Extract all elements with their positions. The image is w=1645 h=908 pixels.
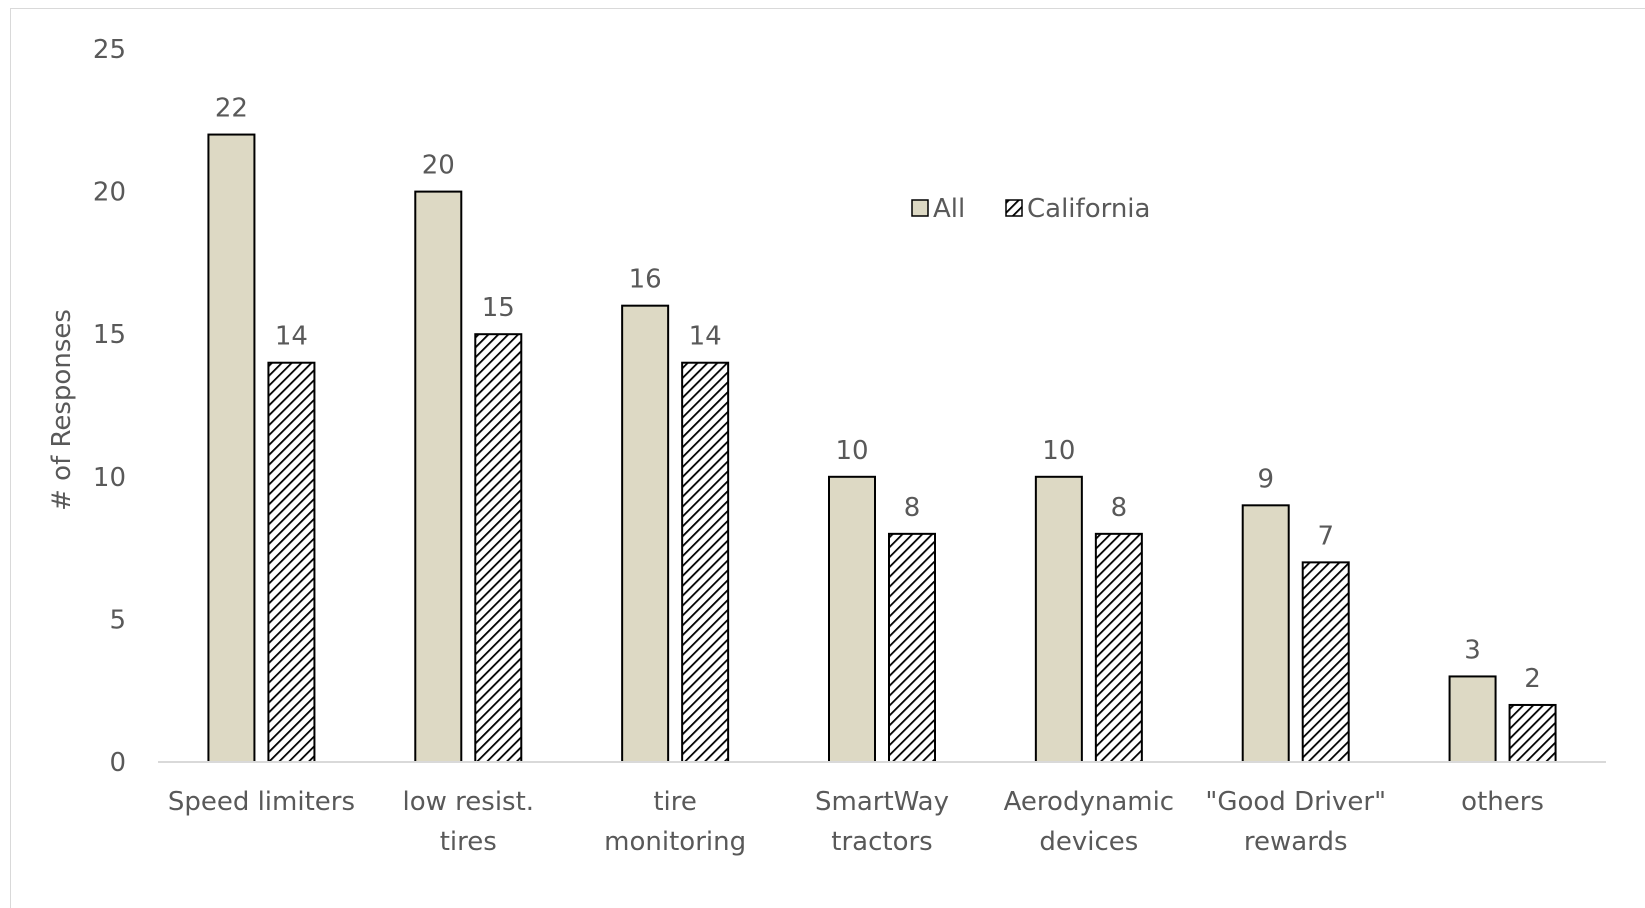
x-category-label: Aerodynamic devices (1004, 787, 1175, 857)
data-label: 20 (422, 151, 455, 181)
x-category-label: tire monitoring (604, 787, 746, 857)
bar-all (207, 133, 256, 763)
y-tick-label: 10 (93, 463, 126, 493)
bar-california (681, 361, 730, 763)
x-axis-category-labels: Speed limiters low resist. tires tire monito… (168, 787, 1544, 857)
bar-all (828, 475, 876, 763)
x-category-label: others (1461, 787, 1544, 817)
y-tick-label: 25 (93, 35, 126, 65)
x-category-label: "Good Driver" rewards (1205, 787, 1386, 857)
y-tick-label: 5 (109, 605, 126, 635)
data-label: 8 (1111, 493, 1128, 523)
data-label: 22 (215, 94, 248, 124)
y-axis-title: # of Responses (47, 309, 77, 511)
bar-california (267, 361, 316, 763)
legend-label-all: All (933, 194, 965, 224)
y-tick-label: 15 (93, 320, 126, 350)
bar-california (1508, 703, 1557, 764)
y-axis-ticks: 0 5 10 15 20 25 (93, 35, 126, 778)
data-label: 2 (1524, 664, 1541, 694)
bar-all (1241, 504, 1290, 763)
data-label: 9 (1257, 464, 1274, 494)
legend-label-california: California (1027, 194, 1150, 224)
bar-all (414, 190, 463, 764)
data-label: 3 (1464, 635, 1481, 665)
data-label: 14 (689, 322, 722, 352)
legend-swatch-all (911, 199, 929, 217)
x-category-label: Speed limiters (168, 787, 355, 817)
data-label: 16 (629, 265, 662, 295)
data-label: 15 (482, 293, 515, 323)
data-labels: 22 20 16 10 10 9 3 14 15 14 8 8 7 2 (215, 94, 1541, 694)
legend: All California (911, 194, 1150, 224)
legend-swatch-california (1005, 199, 1023, 217)
bar-california (474, 333, 523, 763)
y-tick-label: 20 (93, 178, 126, 208)
bars (207, 133, 1557, 764)
bar-california (888, 532, 936, 764)
bar-california (1301, 561, 1350, 763)
data-label: 8 (904, 493, 921, 523)
data-label: 10 (1042, 436, 1075, 466)
y-tick-label: 0 (109, 748, 126, 778)
data-label: 10 (835, 436, 868, 466)
bar-all (1448, 675, 1497, 763)
x-category-label: low resist. tires (403, 787, 535, 857)
chart-frame (10, 8, 1645, 908)
bar-all (621, 304, 670, 763)
bar-california (1094, 532, 1143, 764)
data-label: 7 (1317, 521, 1334, 551)
x-category-label: SmartWay tractors (815, 787, 949, 857)
data-label: 14 (275, 322, 308, 352)
bar-all (1034, 475, 1083, 763)
